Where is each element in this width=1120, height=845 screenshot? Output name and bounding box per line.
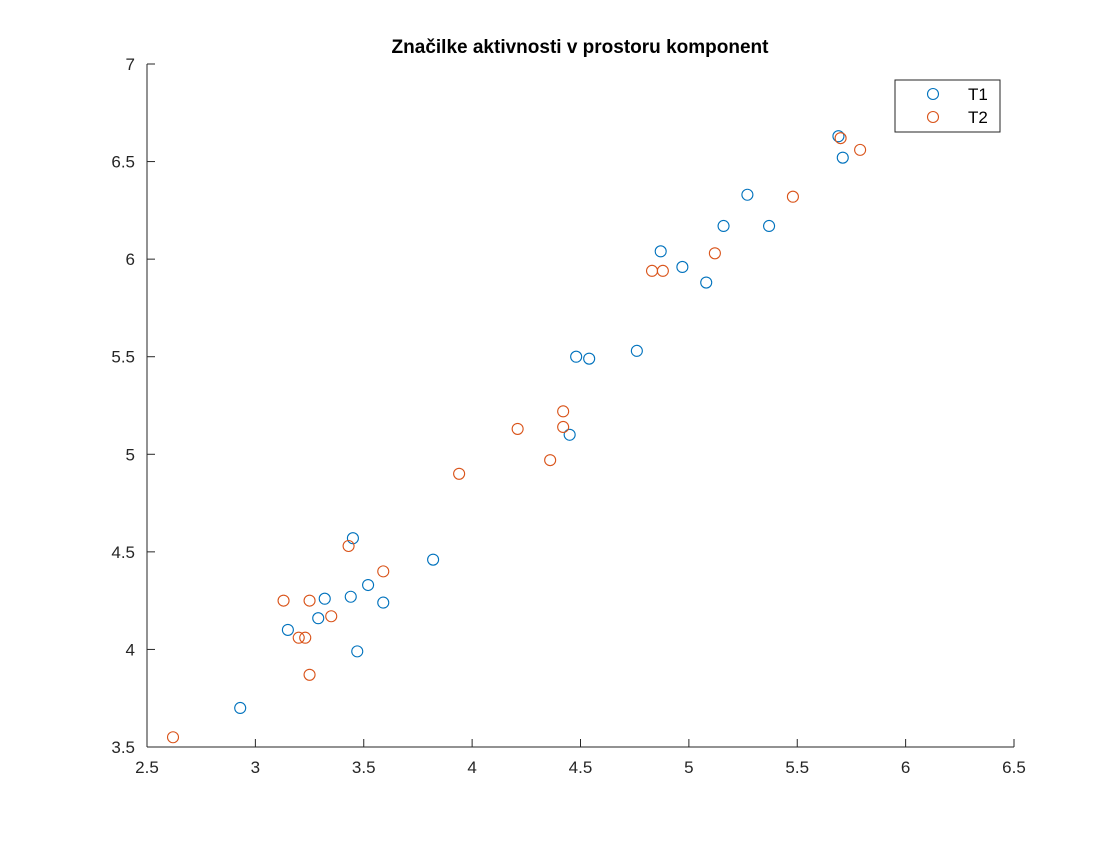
y-tick-label: 6.5 — [111, 153, 135, 172]
y-tick-label: 6 — [126, 250, 135, 269]
series-T1 — [234, 130, 849, 715]
x-tick-label: 3.5 — [352, 758, 376, 777]
x-tick-label: 4.5 — [569, 758, 593, 777]
data-point — [277, 594, 290, 607]
legend-marker — [926, 87, 940, 101]
x-tick-label: 2.5 — [135, 758, 159, 777]
x-tick-label: 3 — [251, 758, 260, 777]
y-tick-label: 5.5 — [111, 348, 135, 367]
series-T2 — [166, 132, 867, 744]
data-point — [763, 219, 776, 233]
data-point — [303, 668, 316, 681]
data-point — [166, 731, 180, 744]
data-point — [281, 623, 294, 636]
data-point — [654, 245, 667, 258]
data-point — [836, 151, 849, 164]
x-tick-label: 6.5 — [1002, 758, 1026, 777]
data-point — [346, 532, 359, 545]
data-point — [299, 631, 312, 644]
data-point — [741, 188, 754, 201]
chart-title: Značilke aktivnosti v prostoru komponent — [392, 37, 770, 58]
data-point — [344, 590, 357, 603]
data-point — [312, 612, 325, 625]
data-points — [166, 130, 867, 744]
legend-label: T1 — [968, 85, 988, 104]
data-point — [453, 467, 466, 480]
x-tick-label: 5 — [684, 758, 693, 777]
data-point — [834, 132, 847, 145]
data-point — [303, 594, 316, 607]
x-tick-label: 5.5 — [785, 758, 809, 777]
y-tick-label: 4 — [126, 640, 135, 659]
data-point — [318, 592, 331, 605]
y-tick-label: 7 — [126, 55, 135, 74]
data-point — [630, 344, 643, 357]
x-tick-label: 4 — [467, 758, 476, 777]
data-point — [708, 247, 721, 260]
data-point — [292, 631, 305, 644]
data-point — [377, 565, 390, 578]
data-point — [234, 701, 247, 715]
data-point — [583, 352, 596, 365]
data-point — [563, 428, 576, 441]
data-point — [342, 539, 355, 553]
data-point — [362, 578, 375, 592]
y-tick-label: 5 — [126, 445, 135, 464]
data-point — [511, 422, 524, 435]
data-point — [557, 405, 570, 418]
legend-box — [894, 79, 1001, 133]
data-point — [854, 143, 867, 156]
legend-label: T2 — [968, 108, 988, 127]
data-point — [377, 596, 390, 609]
data-point — [351, 645, 364, 658]
data-point — [700, 276, 713, 289]
y-tick-label: 4.5 — [111, 543, 135, 562]
y-tick-label: 3.5 — [111, 738, 135, 757]
data-point — [427, 553, 440, 566]
data-point — [570, 350, 583, 363]
data-point — [325, 610, 338, 623]
data-point — [557, 420, 570, 434]
x-tick-label: 6 — [901, 758, 910, 777]
data-point — [544, 454, 557, 467]
data-point — [676, 260, 689, 273]
data-point — [832, 130, 845, 143]
data-point — [786, 190, 799, 203]
legend-marker — [926, 110, 940, 124]
data-point — [656, 264, 669, 277]
axes: 2.5 3 3.5 4 4.5 5 5.5 6 6.5 3.5 4 4.5 5 5.5 6 6.5 7 — [111, 55, 1025, 777]
data-point — [717, 219, 730, 233]
data-point — [645, 264, 659, 277]
